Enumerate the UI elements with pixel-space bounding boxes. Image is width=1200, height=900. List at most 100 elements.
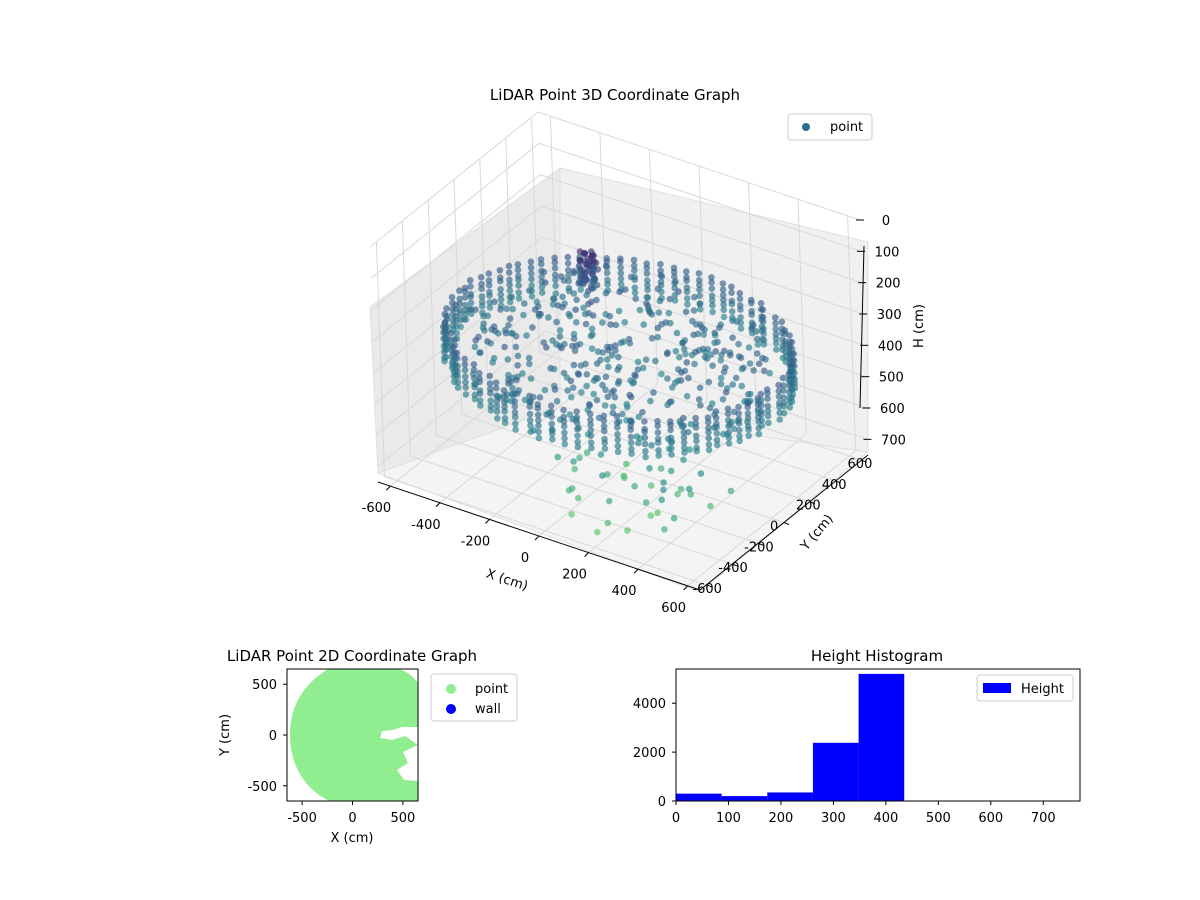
point-3d	[619, 410, 626, 418]
chart-histogram: Height Histogram 0 100 200 300 400 500 600 7000…	[633, 647, 1081, 826]
x-tick-label-2d: 500	[390, 811, 415, 826]
point-3d	[628, 445, 635, 453]
point-3d	[575, 494, 582, 502]
point-3d	[713, 441, 721, 449]
point-3d	[726, 351, 734, 359]
point-3d	[719, 396, 727, 403]
point-3d	[654, 429, 662, 436]
point-3d	[735, 420, 743, 427]
point-3d	[601, 445, 609, 453]
x-tick-mark-3d	[584, 552, 589, 557]
point-3d	[711, 339, 718, 347]
plot-frame-histogram	[675, 668, 1081, 802]
point-3d	[466, 277, 474, 284]
point-3d	[559, 303, 566, 311]
point-3d	[514, 362, 521, 369]
point-3d	[590, 377, 598, 384]
point-3d	[599, 319, 606, 326]
point-3d	[462, 378, 469, 386]
point-3d	[462, 310, 470, 318]
point-3d	[663, 350, 671, 358]
point-3d	[630, 262, 638, 269]
point-3d	[706, 404, 714, 412]
point-3d	[717, 357, 725, 364]
point-3d	[780, 394, 787, 401]
point-3d	[462, 373, 469, 380]
point-3d	[553, 397, 561, 405]
point-3d	[671, 297, 679, 304]
histogram-x-tick-label: 0	[672, 811, 680, 826]
point-3d	[705, 446, 713, 454]
point-3d	[511, 398, 518, 405]
legend-histogram-swatch	[983, 683, 1011, 693]
point-3d	[760, 330, 767, 338]
point-3d	[541, 386, 549, 394]
point-3d	[702, 348, 709, 356]
y-tick-label-3d: 200	[796, 499, 821, 514]
point-3d	[457, 323, 465, 331]
point-3d	[728, 300, 736, 308]
point-3d	[693, 437, 700, 445]
point-3d	[583, 382, 590, 390]
point-3d	[668, 451, 675, 458]
point-3d	[724, 405, 732, 413]
x-tick-mark-3d	[386, 485, 391, 491]
point-3d	[580, 280, 587, 288]
point-3d	[631, 482, 638, 490]
point-3d	[454, 379, 462, 386]
point-3d	[538, 289, 546, 296]
point-3d	[693, 447, 700, 455]
point-3d	[520, 311, 527, 319]
point-3d	[614, 431, 621, 438]
point-3d	[497, 306, 504, 313]
point-3d	[492, 379, 500, 387]
histogram-title: Height Histogram	[811, 647, 943, 665]
point-3d	[485, 281, 493, 289]
legend-3d-label: point	[830, 120, 863, 135]
point-3d	[477, 402, 484, 409]
grid-line-h	[372, 205, 864, 342]
grid-line-x-back	[698, 165, 708, 402]
point-3d	[573, 296, 580, 304]
point-3d	[506, 276, 513, 284]
point-3d	[535, 428, 542, 436]
point-3d	[440, 348, 448, 356]
x-axis-label-3d: X (cm)	[484, 567, 530, 595]
grid-line-h	[369, 111, 861, 248]
point-3d	[600, 417, 608, 425]
point-3d	[684, 301, 691, 308]
point-3d	[772, 335, 780, 342]
point-3d	[542, 279, 549, 286]
point-3d	[728, 308, 736, 315]
point-3d	[709, 362, 716, 370]
x-tick-label-3d: 400	[612, 584, 637, 599]
point-3d	[574, 432, 581, 440]
point-3d	[641, 440, 649, 448]
point-3d	[599, 381, 606, 389]
point-3d	[713, 436, 721, 444]
point-3d	[644, 277, 651, 284]
point-3d	[676, 353, 683, 361]
point-3d	[526, 410, 534, 418]
y-tick-mark-3d	[809, 501, 816, 505]
point-3d	[635, 413, 643, 421]
point-3d	[512, 343, 520, 351]
grid-line-y-left	[375, 241, 385, 477]
grid-line-x-back	[847, 215, 857, 451]
point-3d	[650, 389, 657, 396]
point-3d	[550, 365, 558, 373]
point-3d	[667, 426, 674, 434]
point-3d	[594, 528, 601, 536]
point-3d	[599, 472, 606, 479]
point-3d	[736, 289, 744, 297]
z-tick-label-3d: 100	[875, 245, 900, 260]
point-3d	[515, 289, 523, 297]
x-tick-mark-3d	[534, 535, 540, 541]
point-3d	[452, 317, 460, 324]
point-3d	[552, 290, 560, 297]
point-3d	[703, 355, 711, 362]
point-3d	[674, 490, 681, 498]
point-3d	[512, 420, 519, 428]
point-3d	[683, 359, 691, 366]
point-3d	[461, 355, 469, 363]
